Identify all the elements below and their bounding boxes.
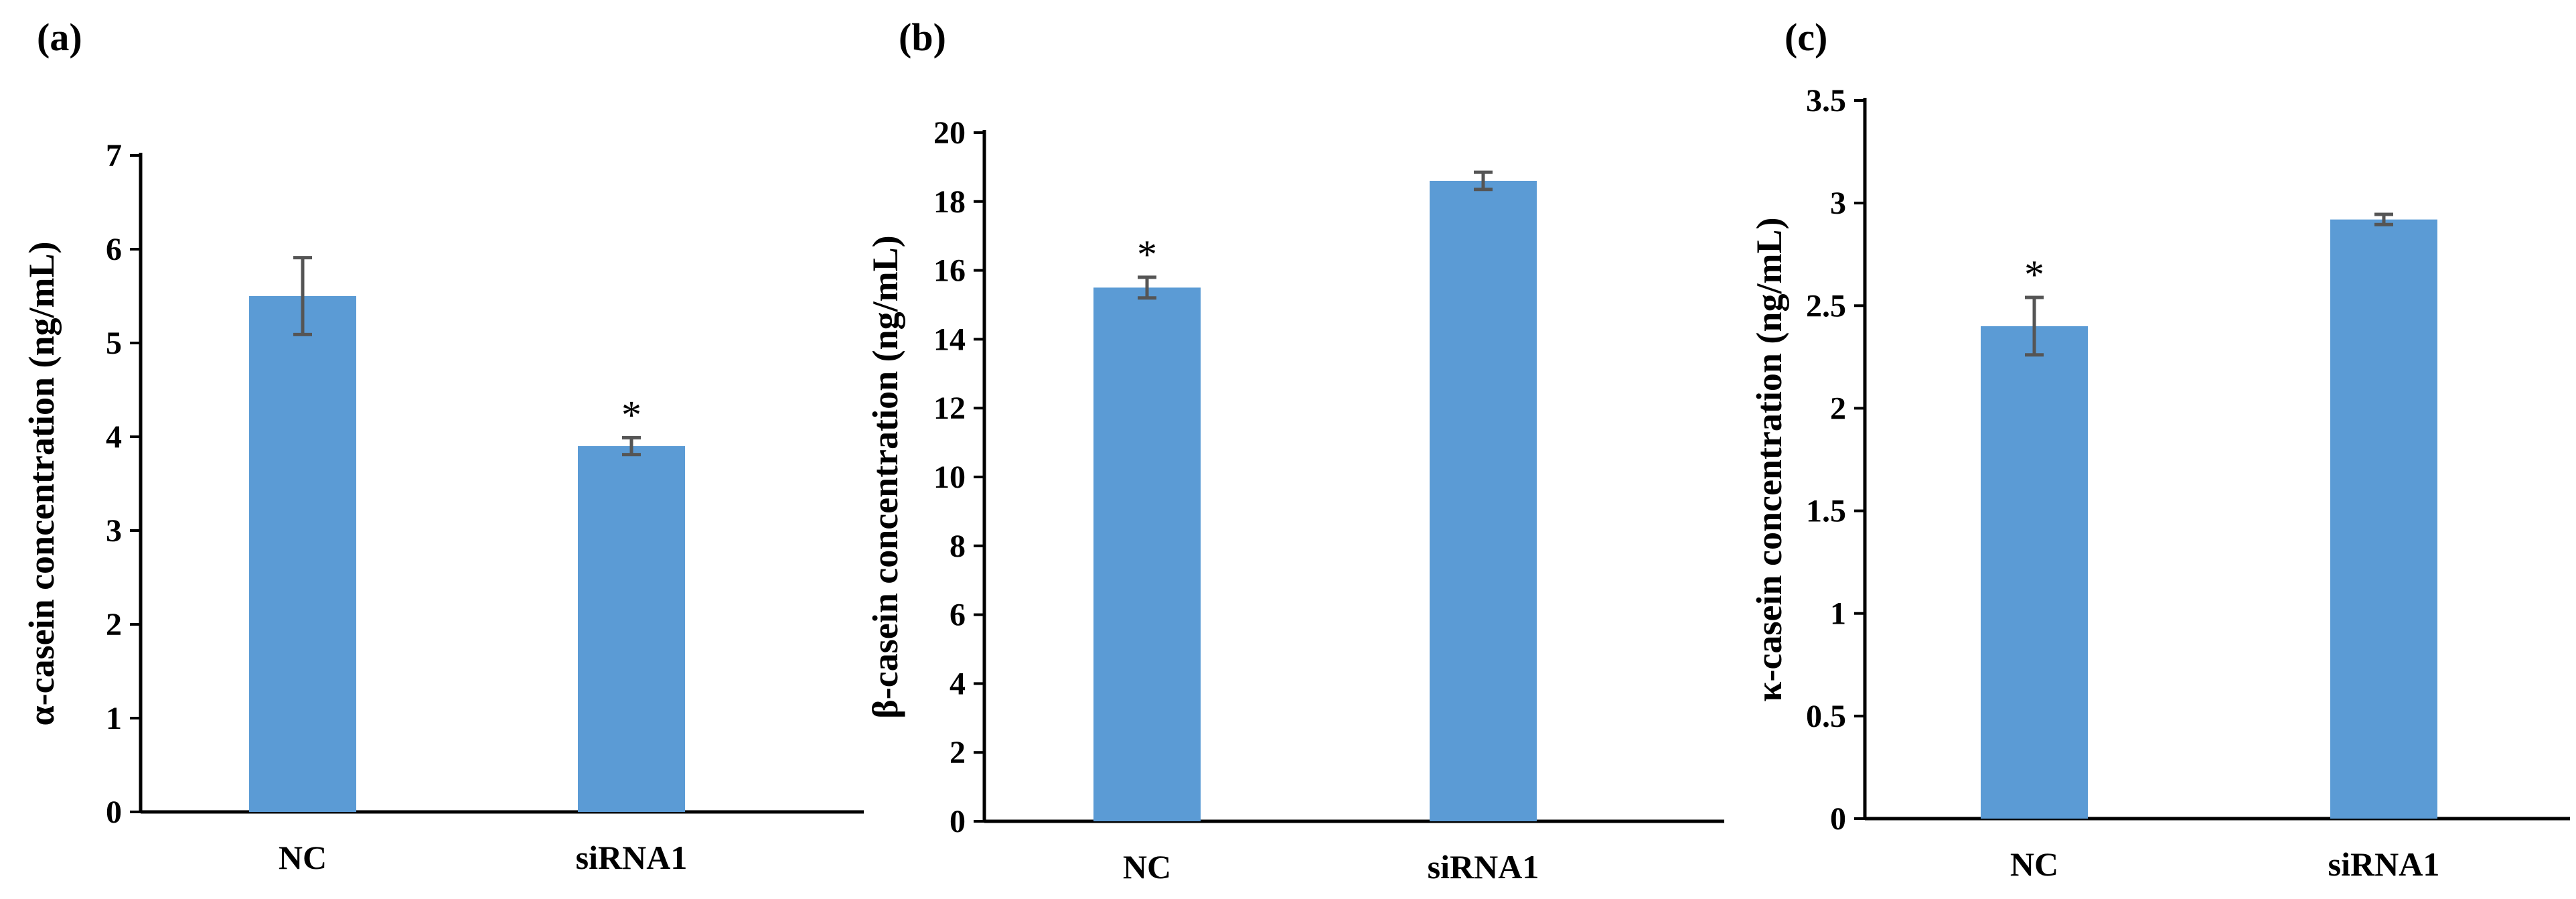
y-tick-label: 1 (1830, 596, 1846, 632)
y-tick-label: 0.5 (1806, 699, 1846, 734)
y-tick-label: 6 (950, 598, 966, 633)
y-tick-label: 4 (950, 666, 966, 701)
bar-sirna1 (578, 446, 685, 812)
y-tick-label: 1 (106, 701, 122, 736)
significance-marker: * (621, 393, 641, 437)
y-axis-title: β-casein concentration (ng/mL) (865, 235, 905, 718)
significance-marker: * (1137, 232, 1157, 277)
error-bar-nc (2025, 295, 2044, 357)
category-label: siRNA1 (576, 839, 688, 876)
y-tick-label: 0 (950, 804, 966, 839)
y-tick-label: 14 (933, 322, 966, 357)
error-bar-nc (1138, 275, 1156, 300)
error-bar-sirna1 (1474, 170, 1493, 192)
y-tick-label: 3 (1830, 186, 1846, 221)
category-label: siRNA1 (1428, 848, 1539, 886)
error-bar-nc (293, 256, 312, 336)
y-tick-label: 16 (933, 253, 966, 289)
panel-label: (b) (899, 15, 946, 59)
panel-label: (c) (1785, 15, 1827, 59)
y-axis-title: κ-casein concentration (ng/mL) (1749, 218, 1789, 702)
y-tick-label: 0 (106, 794, 122, 830)
error-bar-sirna1 (2374, 212, 2393, 226)
bar-nc (249, 296, 356, 812)
y-tick-label: 5 (106, 326, 122, 361)
y-tick-label: 8 (950, 529, 966, 564)
error-bar-sirna1 (622, 435, 641, 457)
category-label: siRNA1 (2328, 845, 2440, 883)
bar-nc (1093, 287, 1201, 821)
y-tick-label: 0 (1830, 801, 1846, 837)
y-tick-label: 18 (933, 184, 966, 220)
y-tick-label: 2.5 (1806, 288, 1846, 324)
y-tick-label: 2 (1830, 391, 1846, 426)
y-tick-label: 3.5 (1806, 83, 1846, 119)
y-tick-label: 20 (933, 115, 966, 151)
category-label: NC (2010, 845, 2058, 883)
y-tick-label: 1.5 (1806, 494, 1846, 529)
y-tick-label: 2 (106, 607, 122, 642)
bar-sirna1 (2330, 219, 2437, 819)
y-tick-label: 2 (950, 735, 966, 770)
y-tick-label: 6 (106, 232, 122, 267)
y-axis-title: α-casein concentration (ng/mL) (21, 241, 62, 725)
y-tick-label: 3 (106, 513, 122, 549)
category-label: NC (279, 839, 327, 876)
category-label: NC (1123, 848, 1171, 886)
chart-panel-3: (c) κ-casein concentration (ng/mL) 0 0.5 1 1.… (1749, 15, 2570, 883)
bar-nc (1981, 326, 2088, 819)
bar-sirna1 (1430, 180, 1537, 822)
y-tick-label: 12 (933, 391, 966, 426)
chart-panel-2: (b) β-casein concentration (ng/mL) 0 2 4 6 8 10… (865, 15, 1724, 886)
y-tick-label: 4 (106, 419, 122, 455)
y-tick-label: 7 (106, 138, 122, 174)
significance-marker: * (2024, 253, 2044, 297)
chart-panel-1: (a) α-casein concentration (ng/mL) 0 1 2 3 4 5 6… (21, 15, 864, 876)
y-tick-label: 10 (933, 460, 966, 495)
panel-label: (a) (37, 15, 82, 59)
